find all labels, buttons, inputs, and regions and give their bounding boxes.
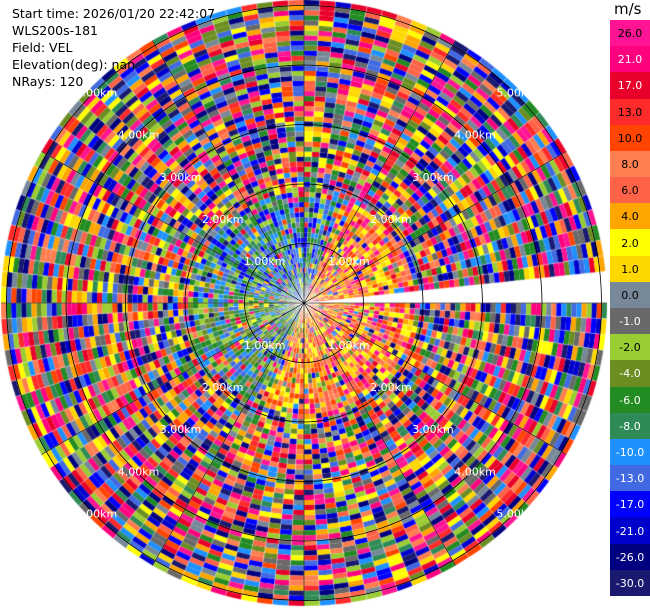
colorbar-tick-label: 13.0 <box>617 105 643 119</box>
colorbar-segment <box>610 386 650 413</box>
range-ring-label: 3.00km <box>160 423 202 436</box>
start-time-label: Start time: 2026/01/20 22:42:07 <box>12 6 216 21</box>
colorbar-tick-label: 0.0 <box>621 288 639 302</box>
colorbar-tick-label: 1.0 <box>621 262 639 276</box>
colorbar-segment <box>610 491 650 518</box>
colorbar-tick-label: 10.0 <box>617 131 643 145</box>
colorbar-tick-label: -6.0 <box>619 393 641 407</box>
colorbar-segment <box>610 229 650 256</box>
colorbar-segment <box>610 281 650 308</box>
scan-info: Start time: 2026/01/20 22:42:07 WLS200s-… <box>12 5 215 90</box>
azimuth-spoke <box>303 151 567 304</box>
colorbar-tick-label: 17.0 <box>617 79 643 93</box>
colorbar-tick-label: -13.0 <box>615 472 645 486</box>
colorbar-tick-label: -1.0 <box>619 315 641 329</box>
colorbar-tick-label: -30.0 <box>615 576 645 590</box>
range-ring-label: 3.00km <box>412 423 454 436</box>
colorbar-segment <box>610 308 650 335</box>
range-ring-label: 4.00km <box>118 465 160 478</box>
range-ring-label: 5.00km <box>76 507 118 520</box>
range-ring-label: 5.00km <box>496 507 538 520</box>
colorbar-segment <box>610 543 650 570</box>
colorbar-segment <box>610 360 650 387</box>
azimuth-spoke <box>152 302 305 566</box>
colorbar-segment <box>610 203 650 230</box>
colorbar-segment <box>610 124 650 151</box>
range-ring-label: 3.00km <box>412 171 454 184</box>
colorbar-segment <box>610 569 650 596</box>
colorbar-segment <box>610 438 650 466</box>
colorbar-tick-label: -21.0 <box>615 524 645 538</box>
range-ring-label: 2.00km <box>202 381 244 394</box>
range-ring-label: 1.00km <box>244 255 286 268</box>
colorbar-tick-label: -4.0 <box>619 367 641 381</box>
range-rings-overlay: 1.00km 1.00km 1.00km 1.00km 2.00km 2.00km 2.00… <box>1 0 607 606</box>
colorbar-tick-label: 6.0 <box>621 184 639 198</box>
range-ring-label: 1.00km <box>328 339 370 352</box>
colorbar-tick-label: -2.0 <box>619 341 641 355</box>
colorbar-segment <box>610 72 650 99</box>
range-ring-label: 1.00km <box>244 339 286 352</box>
colorbar-tick-label: -17.0 <box>615 498 645 512</box>
range-ring-label: 4.00km <box>454 465 496 478</box>
colorbar-segment <box>610 98 650 125</box>
range-ring-label: 2.00km <box>202 213 244 226</box>
colorbar-tick-label: -8.0 <box>619 419 641 433</box>
azimuth-spoke <box>152 40 305 304</box>
range-ring-label: 4.00km <box>118 129 160 142</box>
azimuth-spoke <box>41 151 305 304</box>
colorbar-segment <box>610 465 650 492</box>
range-ring-label: 2.00km <box>370 381 412 394</box>
nrays-label: NRays: 120 <box>12 74 84 89</box>
range-ring-label: 5.00km <box>76 87 118 100</box>
range-ring-label: 4.00km <box>454 129 496 142</box>
colorbar-tick-label: 8.0 <box>621 158 639 171</box>
colorbar-tick-label: -10.0 <box>615 446 645 459</box>
instrument-label: WLS200s-181 <box>12 23 98 38</box>
colorbar-segment <box>610 334 650 361</box>
azimuth-spoke <box>41 302 305 455</box>
colorbar-segment <box>610 255 650 282</box>
colorbar-segment <box>610 46 650 73</box>
range-ring-label: 1.00km <box>328 255 370 268</box>
colorbar-unit: m/s <box>614 0 642 18</box>
colorbar-tick-label: 26.0 <box>617 27 643 41</box>
range-ring-label: 5.00km <box>496 87 538 100</box>
elevation-label: Elevation(deg): nan <box>12 57 136 72</box>
azimuth-spoke <box>303 40 456 304</box>
colorbar-segment <box>610 517 650 544</box>
range-ring-label: 3.00km <box>160 171 202 184</box>
colorbar-segment <box>610 177 650 204</box>
colorbar-tick-label: 21.0 <box>617 53 643 67</box>
colorbar-segment <box>610 412 650 439</box>
colorbar: 26.0 21.0 17.0 13.0 10.0 8.0 6.0 4.0 2.0 1.0 0.0 -1… <box>610 20 650 596</box>
colorbar-tick-label: 4.0 <box>621 210 639 224</box>
range-ring-label: 2.00km <box>370 213 412 226</box>
azimuth-spoke <box>303 302 456 566</box>
colorbar-segment <box>610 150 650 178</box>
colorbar-tick-label: 2.0 <box>621 236 639 250</box>
field-label: Field: VEL <box>12 40 73 55</box>
colorbar-tick-label: -26.0 <box>615 550 645 564</box>
azimuth-spoke <box>303 302 567 455</box>
colorbar-segment <box>610 20 650 47</box>
